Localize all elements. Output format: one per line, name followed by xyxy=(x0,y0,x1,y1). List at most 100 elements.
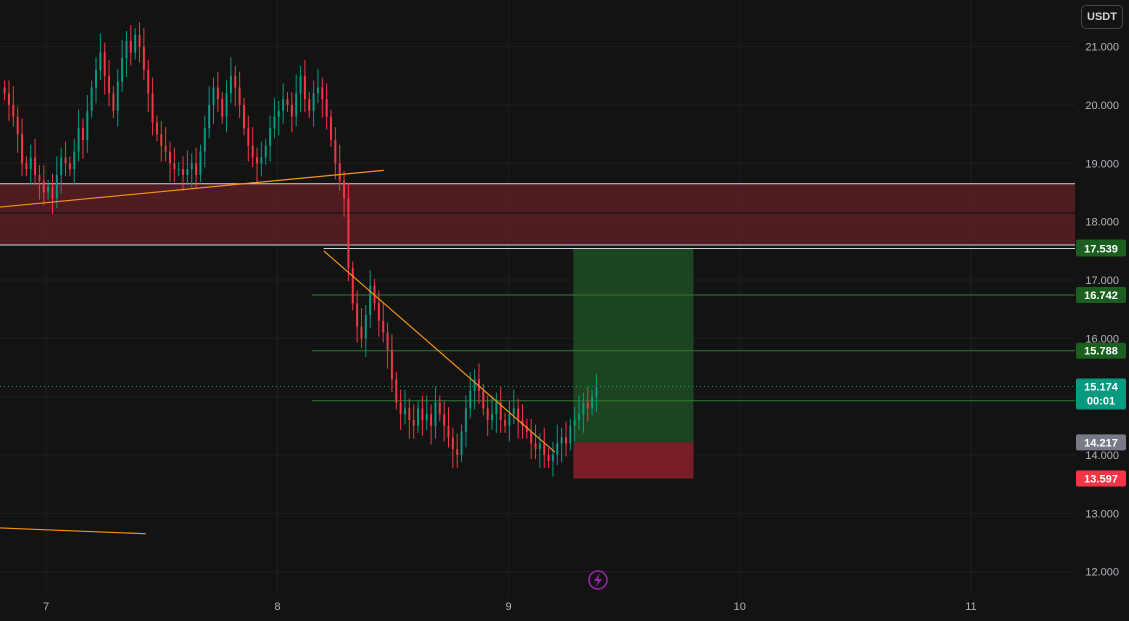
candle-body xyxy=(164,145,167,152)
time-axis[interactable]: 7 8 9 10 11 xyxy=(43,601,977,613)
candle-body xyxy=(260,157,263,164)
candle-body xyxy=(356,303,359,327)
candle-body xyxy=(295,93,298,117)
candle-body xyxy=(351,268,354,304)
candle-body xyxy=(421,408,424,420)
candle-body xyxy=(525,425,528,432)
candle-body xyxy=(51,186,54,199)
candle-body xyxy=(534,443,537,450)
candle-body xyxy=(477,379,480,391)
candle-body xyxy=(282,99,285,111)
profit-area[interactable] xyxy=(573,248,694,443)
candle-body xyxy=(430,414,433,426)
trendline[interactable] xyxy=(0,527,146,535)
candle-body xyxy=(343,180,346,199)
horizontal-levels xyxy=(0,248,1075,402)
price-tick-label: 19.000 xyxy=(1085,158,1119,170)
candle-body xyxy=(138,35,141,47)
candle-body xyxy=(147,70,150,94)
candle-body xyxy=(277,110,280,117)
loss-area[interactable] xyxy=(573,442,694,479)
candle-body xyxy=(16,116,19,135)
candle-body xyxy=(316,87,319,94)
candle-body xyxy=(360,326,363,339)
candle-body xyxy=(155,122,158,135)
candle-body xyxy=(247,128,250,146)
candle-body xyxy=(286,99,289,105)
price-tag-label: 17.539 xyxy=(1084,244,1118,256)
candle-body xyxy=(438,402,441,415)
candle-body xyxy=(512,408,515,415)
candle-body xyxy=(521,420,524,426)
candle-body xyxy=(173,163,176,170)
candle-body xyxy=(460,431,463,455)
candle-body xyxy=(47,186,50,193)
candle-body xyxy=(347,198,350,269)
candle-body xyxy=(116,81,119,111)
candle-body xyxy=(464,408,467,432)
candle-body xyxy=(569,425,572,444)
time-tick-label: 7 xyxy=(43,601,49,613)
candle-body xyxy=(42,180,45,193)
candle-body xyxy=(556,443,559,455)
price-axis[interactable]: 12.00013.00014.00015.00016.00017.00018.0… xyxy=(1085,42,1119,579)
candle-body xyxy=(269,128,272,146)
trendline[interactable] xyxy=(0,169,384,208)
candle-body xyxy=(264,145,267,158)
candle-body xyxy=(495,402,498,415)
candle-body xyxy=(103,52,106,76)
candle-body xyxy=(21,134,24,164)
candle-body xyxy=(95,70,98,88)
candle-body xyxy=(242,105,245,129)
time-tick-label: 11 xyxy=(965,601,976,613)
candle-body xyxy=(434,402,437,426)
price-tag-label: 16.742 xyxy=(1084,290,1118,302)
candle-body xyxy=(134,35,137,53)
price-tick-label: 20.000 xyxy=(1085,100,1119,112)
candle-body xyxy=(595,386,598,397)
candle-body xyxy=(564,437,567,444)
candle-body xyxy=(38,175,41,181)
candle-body xyxy=(456,449,459,455)
candle-body xyxy=(55,175,58,199)
price-tag xyxy=(1076,342,1126,359)
candle-body xyxy=(338,163,341,181)
candle-body xyxy=(329,116,332,140)
candle-body xyxy=(451,437,454,450)
zone-rect xyxy=(0,183,1075,245)
candle-body xyxy=(73,151,76,170)
candle-body xyxy=(591,396,594,409)
candle-body xyxy=(190,163,193,170)
candle-body xyxy=(395,379,398,403)
candle-body xyxy=(151,93,154,123)
candle-body xyxy=(225,93,228,117)
chart-grid xyxy=(0,0,1075,595)
candle-body xyxy=(129,40,132,53)
candle-body xyxy=(121,58,124,82)
candle-body xyxy=(486,408,489,420)
currency-button[interactable]: USDT xyxy=(1081,5,1123,29)
candle-body xyxy=(212,87,215,105)
candle-body xyxy=(386,332,389,350)
long-position-tool[interactable] xyxy=(573,248,694,479)
replay-lightning-icon[interactable] xyxy=(588,570,608,590)
candle-body xyxy=(473,379,476,391)
candle-body xyxy=(586,402,589,409)
candle-body xyxy=(538,443,541,450)
candle-body xyxy=(443,414,446,426)
candle-body xyxy=(582,402,585,415)
candle-body xyxy=(29,157,32,170)
price-tag xyxy=(1076,287,1126,304)
time-tick-label: 8 xyxy=(274,601,280,613)
trendline[interactable] xyxy=(323,250,556,453)
candle-body xyxy=(399,402,402,415)
price-tick-label: 21.000 xyxy=(1085,42,1119,54)
trendlines[interactable] xyxy=(0,169,556,535)
candle-body xyxy=(99,52,102,70)
candle-body xyxy=(68,163,71,170)
candle-body xyxy=(273,116,276,129)
candle-body xyxy=(112,93,115,111)
candle-body xyxy=(142,46,145,70)
candle-body xyxy=(90,87,93,111)
